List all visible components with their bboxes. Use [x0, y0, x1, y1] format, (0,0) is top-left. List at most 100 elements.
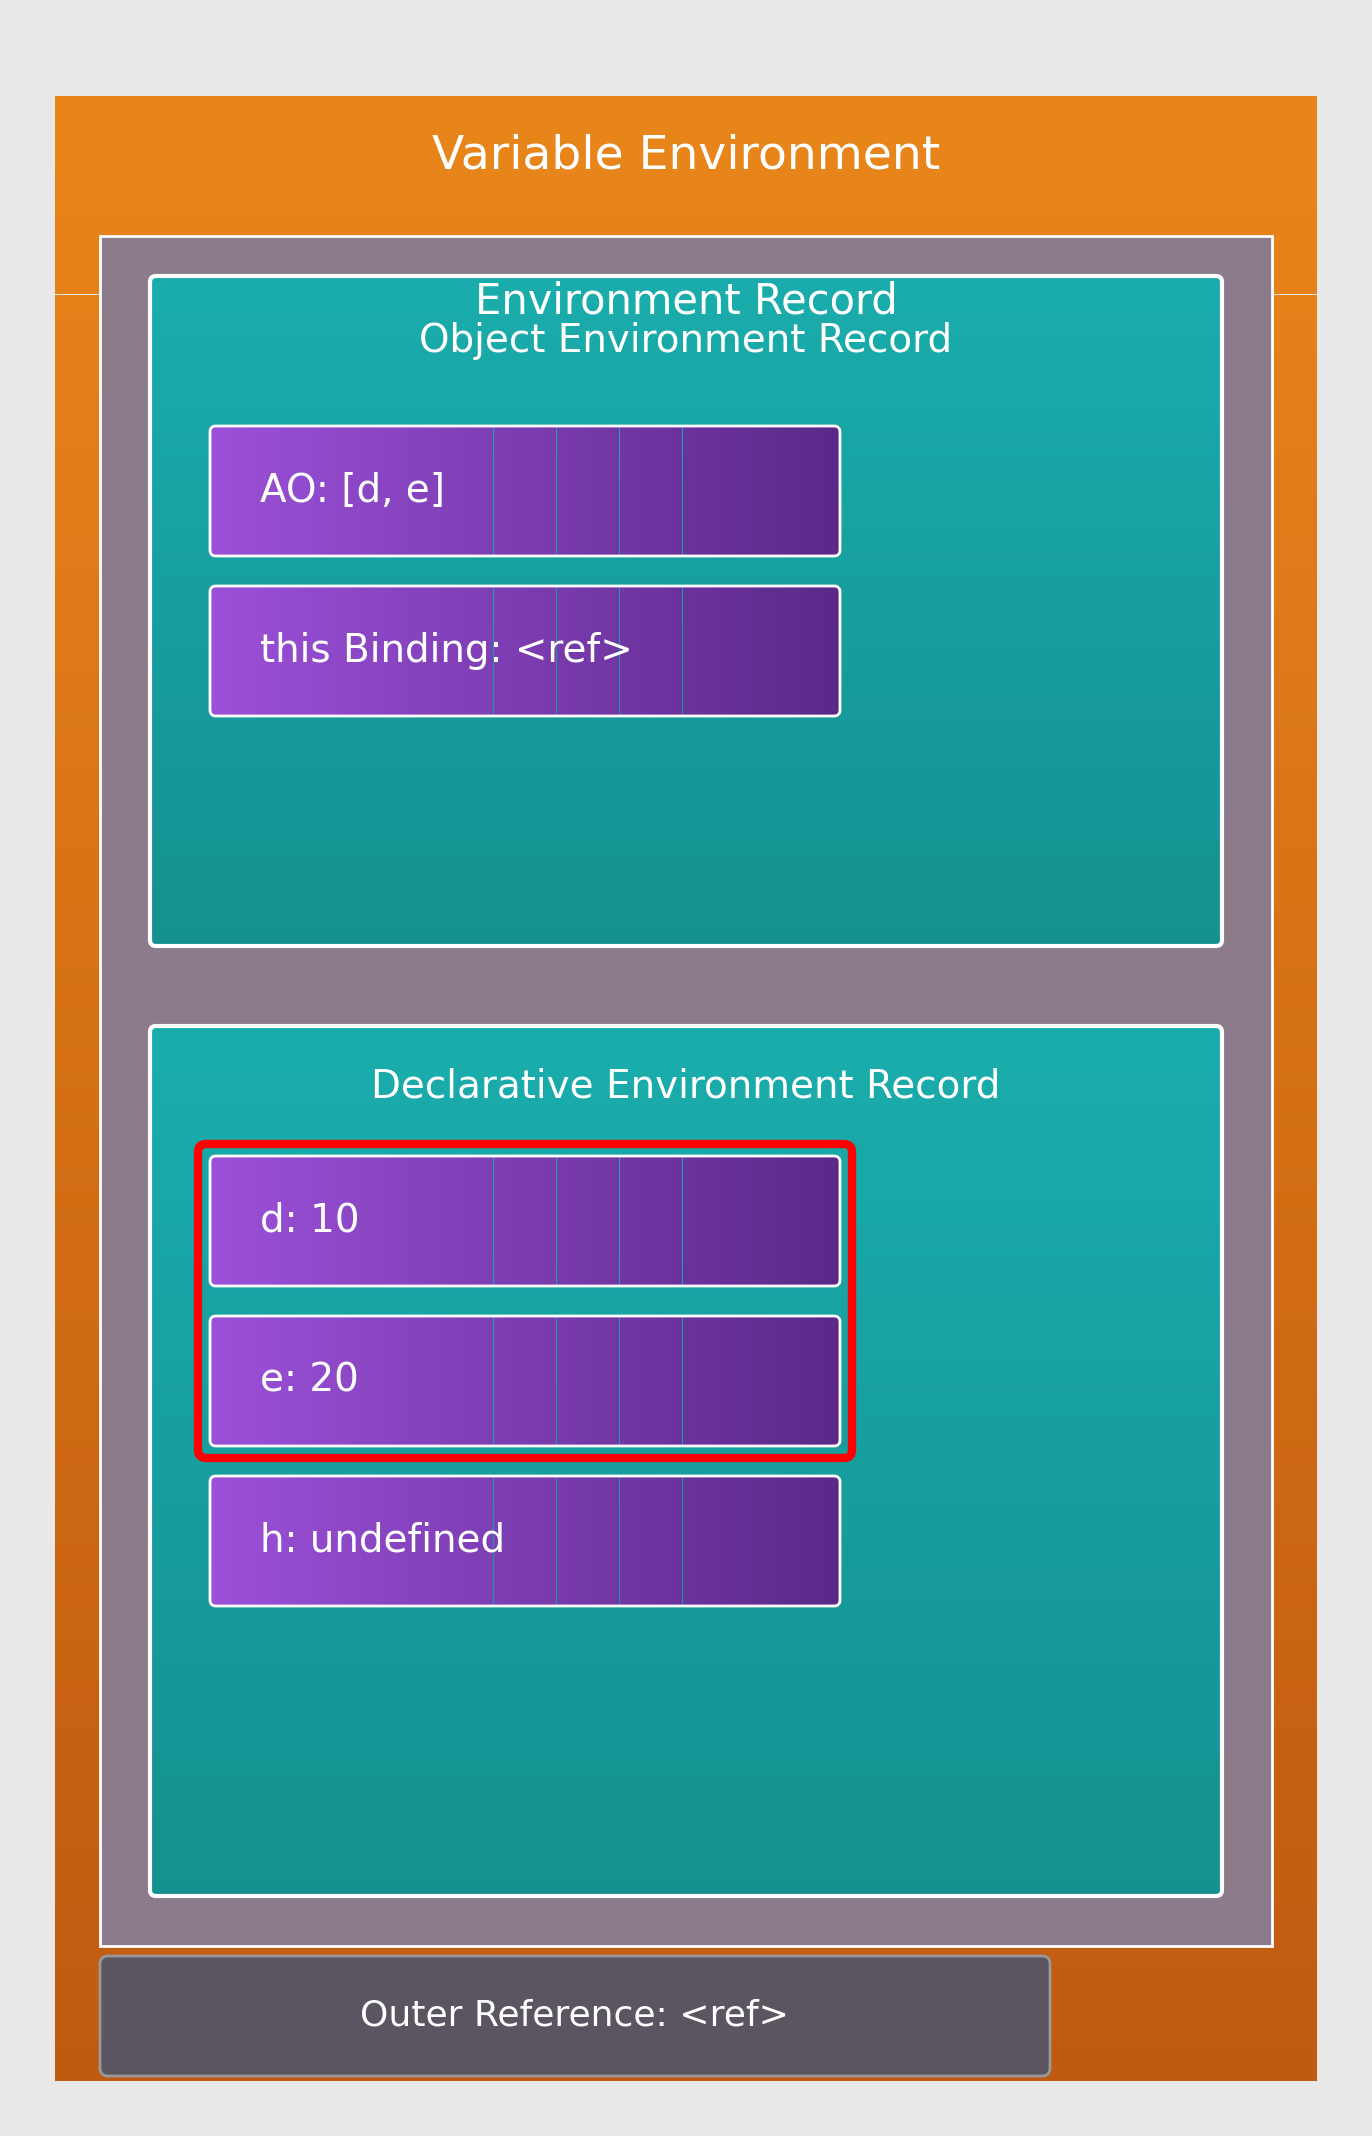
Bar — [512, 1156, 516, 1286]
Bar — [560, 1156, 563, 1286]
Bar — [808, 425, 812, 555]
Bar — [563, 1316, 565, 1446]
Bar — [351, 425, 355, 555]
Bar — [793, 1476, 796, 1606]
Bar — [244, 1316, 248, 1446]
Bar — [55, 474, 1317, 493]
Bar — [55, 1207, 1317, 1228]
Bar — [402, 425, 405, 555]
Bar — [150, 752, 1222, 758]
Bar — [150, 893, 1222, 899]
Bar — [654, 425, 657, 555]
Bar — [377, 1316, 380, 1446]
Bar — [519, 585, 521, 716]
Bar — [405, 585, 409, 716]
Bar — [150, 1130, 1222, 1138]
Bar — [348, 1316, 351, 1446]
Bar — [682, 1316, 686, 1446]
Bar — [266, 1156, 270, 1286]
Bar — [55, 850, 1317, 869]
Bar — [150, 705, 1222, 711]
Bar — [519, 425, 521, 555]
Bar — [759, 1156, 761, 1286]
Bar — [825, 425, 827, 555]
Bar — [150, 376, 1222, 382]
Bar — [664, 585, 667, 716]
Bar — [327, 585, 329, 716]
Bar — [626, 425, 628, 555]
Bar — [261, 425, 263, 555]
Bar — [150, 765, 1222, 771]
Text: Object Environment Record: Object Environment Record — [420, 323, 952, 361]
Bar — [399, 1156, 402, 1286]
Bar — [827, 1316, 830, 1446]
Bar — [638, 1316, 642, 1446]
Bar — [837, 585, 840, 716]
Bar — [759, 1476, 761, 1606]
Bar — [456, 1316, 458, 1446]
Bar — [616, 585, 620, 716]
Bar — [528, 425, 531, 555]
Bar — [55, 1247, 1317, 1267]
Bar — [150, 350, 1222, 357]
Bar — [689, 1476, 691, 1606]
Bar — [150, 417, 1222, 423]
Bar — [392, 1476, 397, 1606]
Bar — [288, 1316, 292, 1446]
Bar — [150, 1730, 1222, 1739]
Bar — [497, 585, 499, 716]
Bar — [477, 585, 482, 716]
Bar — [327, 425, 329, 555]
Bar — [150, 711, 1222, 718]
Bar — [412, 1156, 414, 1286]
Bar — [723, 1476, 727, 1606]
Bar — [55, 254, 1317, 276]
Bar — [302, 585, 305, 716]
Bar — [150, 382, 1222, 391]
Bar — [793, 425, 796, 555]
Bar — [543, 1476, 547, 1606]
Bar — [150, 1521, 1222, 1532]
Bar — [150, 758, 1222, 765]
Text: AO: [d, e]: AO: [d, e] — [261, 472, 445, 511]
Bar — [482, 1476, 484, 1606]
Bar — [705, 1316, 708, 1446]
Bar — [150, 1653, 1222, 1662]
Bar — [812, 1316, 815, 1446]
Bar — [740, 585, 742, 716]
Bar — [519, 1156, 521, 1286]
Bar — [329, 585, 333, 716]
Bar — [150, 1478, 1222, 1487]
Bar — [616, 1316, 620, 1446]
Bar — [418, 1316, 421, 1446]
Bar — [487, 1316, 490, 1446]
Bar — [55, 771, 1317, 790]
Bar — [575, 425, 579, 555]
Bar — [421, 1156, 424, 1286]
Bar — [336, 1476, 339, 1606]
Bar — [560, 1316, 563, 1446]
Bar — [150, 1591, 1222, 1600]
Bar — [150, 651, 1222, 658]
Bar — [150, 1826, 1222, 1835]
Text: d: 10: d: 10 — [261, 1203, 359, 1241]
Bar — [456, 585, 458, 716]
Bar — [311, 585, 314, 716]
Bar — [336, 1316, 339, 1446]
Bar — [434, 1156, 436, 1286]
Bar — [150, 1747, 1222, 1756]
Bar — [667, 1156, 670, 1286]
Bar — [597, 1156, 601, 1286]
Bar — [150, 1209, 1222, 1218]
Bar — [320, 585, 324, 716]
Bar — [815, 585, 818, 716]
Bar — [210, 1476, 213, 1606]
Bar — [220, 585, 222, 716]
Bar — [482, 1156, 484, 1286]
Bar — [482, 1316, 484, 1446]
Bar — [604, 1316, 606, 1446]
Bar — [682, 425, 686, 555]
Bar — [550, 1156, 553, 1286]
Bar — [767, 1316, 771, 1446]
Bar — [519, 1316, 521, 1446]
